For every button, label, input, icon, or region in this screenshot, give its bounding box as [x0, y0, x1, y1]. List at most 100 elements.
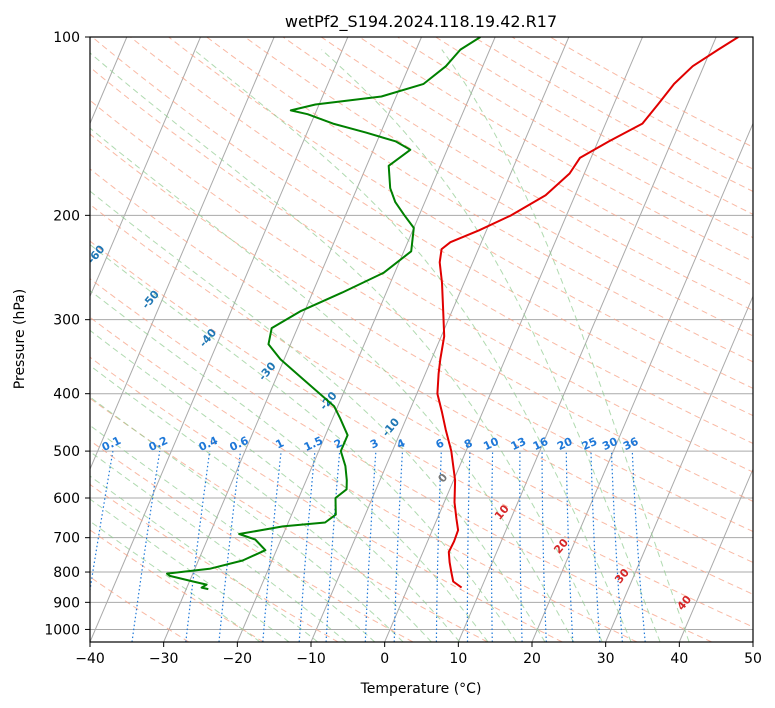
- y-tick-label: 500: [53, 444, 80, 460]
- dry-adiabat: [90, 203, 753, 595]
- mixing-ratio-label: 20: [555, 435, 575, 453]
- mixing-ratio-line: [466, 451, 471, 642]
- mixing-ratio-line: [610, 451, 623, 642]
- dry-adiabat: [90, 240, 753, 628]
- moist-adiabat: [90, 364, 432, 642]
- y-tick-label: 700: [53, 531, 80, 547]
- y-tick-label: 1000: [44, 622, 80, 638]
- isotherm: [163, 37, 422, 642]
- dry-adiabat: [90, 440, 414, 642]
- mixing-ratio-line: [490, 451, 494, 642]
- moist-adiabat: [90, 52, 603, 642]
- isotherm: [752, 640, 753, 642]
- dry-adiabat: [90, 168, 753, 563]
- dry-adiabat: [90, 66, 753, 473]
- x-tick-label: 10: [449, 651, 467, 667]
- dry-adiabat: [90, 99, 753, 502]
- dry-adiabat: [91, 37, 753, 444]
- moist-adiabat: [321, 49, 661, 642]
- isotherm: [90, 37, 201, 298]
- dry-adiabat: [90, 316, 638, 642]
- isotherm: [384, 37, 643, 642]
- x-tick-label: 30: [597, 651, 615, 667]
- dry-adiabat: [90, 529, 264, 642]
- isotherm: [90, 37, 275, 471]
- x-tick-label: 40: [670, 651, 688, 667]
- moist-adiabat: [90, 520, 261, 642]
- moist-adiabat: [441, 49, 690, 642]
- dry-adiabat: [90, 278, 712, 642]
- mixing-ratio-line: [185, 451, 211, 642]
- moist-adiabats: [90, 49, 690, 642]
- y-tick-label: 200: [53, 208, 80, 224]
- mixing-ratio-line: [298, 451, 316, 642]
- mixing-ratio-line: [131, 451, 161, 642]
- mixing-ratio-line: [631, 451, 646, 642]
- y-tick-label: 800: [53, 565, 80, 581]
- mixing-ratio-line: [90, 451, 114, 594]
- mixing-ratio-line: [364, 451, 377, 642]
- dry-adiabat: [168, 37, 753, 389]
- mixing-ratio-line: [519, 451, 523, 642]
- dry-adiabat: [359, 37, 753, 262]
- adiabat-label: -70: [29, 201, 52, 225]
- dry-adiabat: [206, 37, 753, 363]
- mixing-ratio-label: 36: [621, 435, 641, 453]
- moist-adiabat: [90, 424, 376, 642]
- moist-adiabat: [90, 475, 319, 642]
- isotherm: [605, 295, 753, 642]
- y-tick-label: 400: [53, 387, 80, 403]
- mixing-ratio-line: [590, 451, 601, 642]
- dry-adiabat: [435, 37, 753, 215]
- x-tick-label: −10: [296, 651, 326, 667]
- chart-title: wetPf2_S194.2024.118.19.42.R17: [285, 12, 557, 32]
- x-axis-label: Temperature (°C): [360, 681, 482, 697]
- mixing-ratio-label: 4: [395, 436, 408, 451]
- y-tick-label: 100: [53, 30, 80, 46]
- adiabat-label: 10: [492, 502, 512, 522]
- y-tick-label: 900: [53, 595, 80, 611]
- y-axis-label: Pressure (hPa): [12, 289, 28, 389]
- dry-adiabat: [244, 37, 753, 337]
- dry-adiabat: [90, 133, 753, 533]
- x-tick-label: 20: [523, 651, 541, 667]
- moist-adiabat: [90, 243, 517, 642]
- mixing-ratio-label: 25: [580, 435, 599, 453]
- moist-adiabat: [90, 289, 489, 642]
- profile-series: [166, 37, 739, 591]
- moist-adiabat: [90, 498, 290, 642]
- dry-adiabat: [90, 576, 190, 642]
- x-tick-label: −30: [149, 651, 179, 667]
- mixing-ratio-label: 3: [368, 436, 380, 451]
- mixing-ratio-label: 10: [481, 435, 501, 453]
- x-tick-label: 0: [380, 651, 389, 667]
- mixing-ratio-lines: [90, 451, 646, 642]
- mixing-ratio-label: 13: [509, 435, 528, 453]
- moist-adiabat: [90, 329, 461, 642]
- grid: [90, 37, 753, 642]
- dry-adiabat: [282, 37, 753, 312]
- dry-adiabats: [90, 37, 753, 642]
- plot-area: 0.10.20.40.611.52346810131620253036-100-…: [29, 37, 753, 642]
- mixing-ratio-label: 16: [531, 435, 551, 453]
- adiabat-label: 0: [435, 471, 450, 485]
- isotherm: [236, 37, 496, 642]
- x-tick-label: 50: [744, 651, 762, 667]
- dry-adiabat: [90, 483, 339, 642]
- dry-adiabat: [130, 37, 753, 417]
- moist-adiabat: [90, 190, 546, 642]
- dry-adiabat: [90, 397, 488, 642]
- mixing-ratio-label: 1: [273, 436, 285, 451]
- temperature-profile: [436, 37, 739, 589]
- dry-adiabat: [511, 37, 753, 170]
- adiabat-labels: 0.10.20.40.611.52346810131620253036-100-…: [29, 201, 694, 612]
- isotherm: [678, 467, 753, 642]
- moist-adiabat: [193, 49, 632, 642]
- isotherm: [531, 122, 753, 642]
- y-tick-label: 600: [53, 491, 80, 507]
- x-axis-ticks: −40 −30 −20 −10 0 10 20 30 40 50: [75, 642, 762, 667]
- dry-adiabat: [90, 356, 563, 642]
- plot-frame: [89, 36, 754, 643]
- y-axis-ticks: 100 200 300 400 500 600 700 800 900 1000: [44, 30, 90, 638]
